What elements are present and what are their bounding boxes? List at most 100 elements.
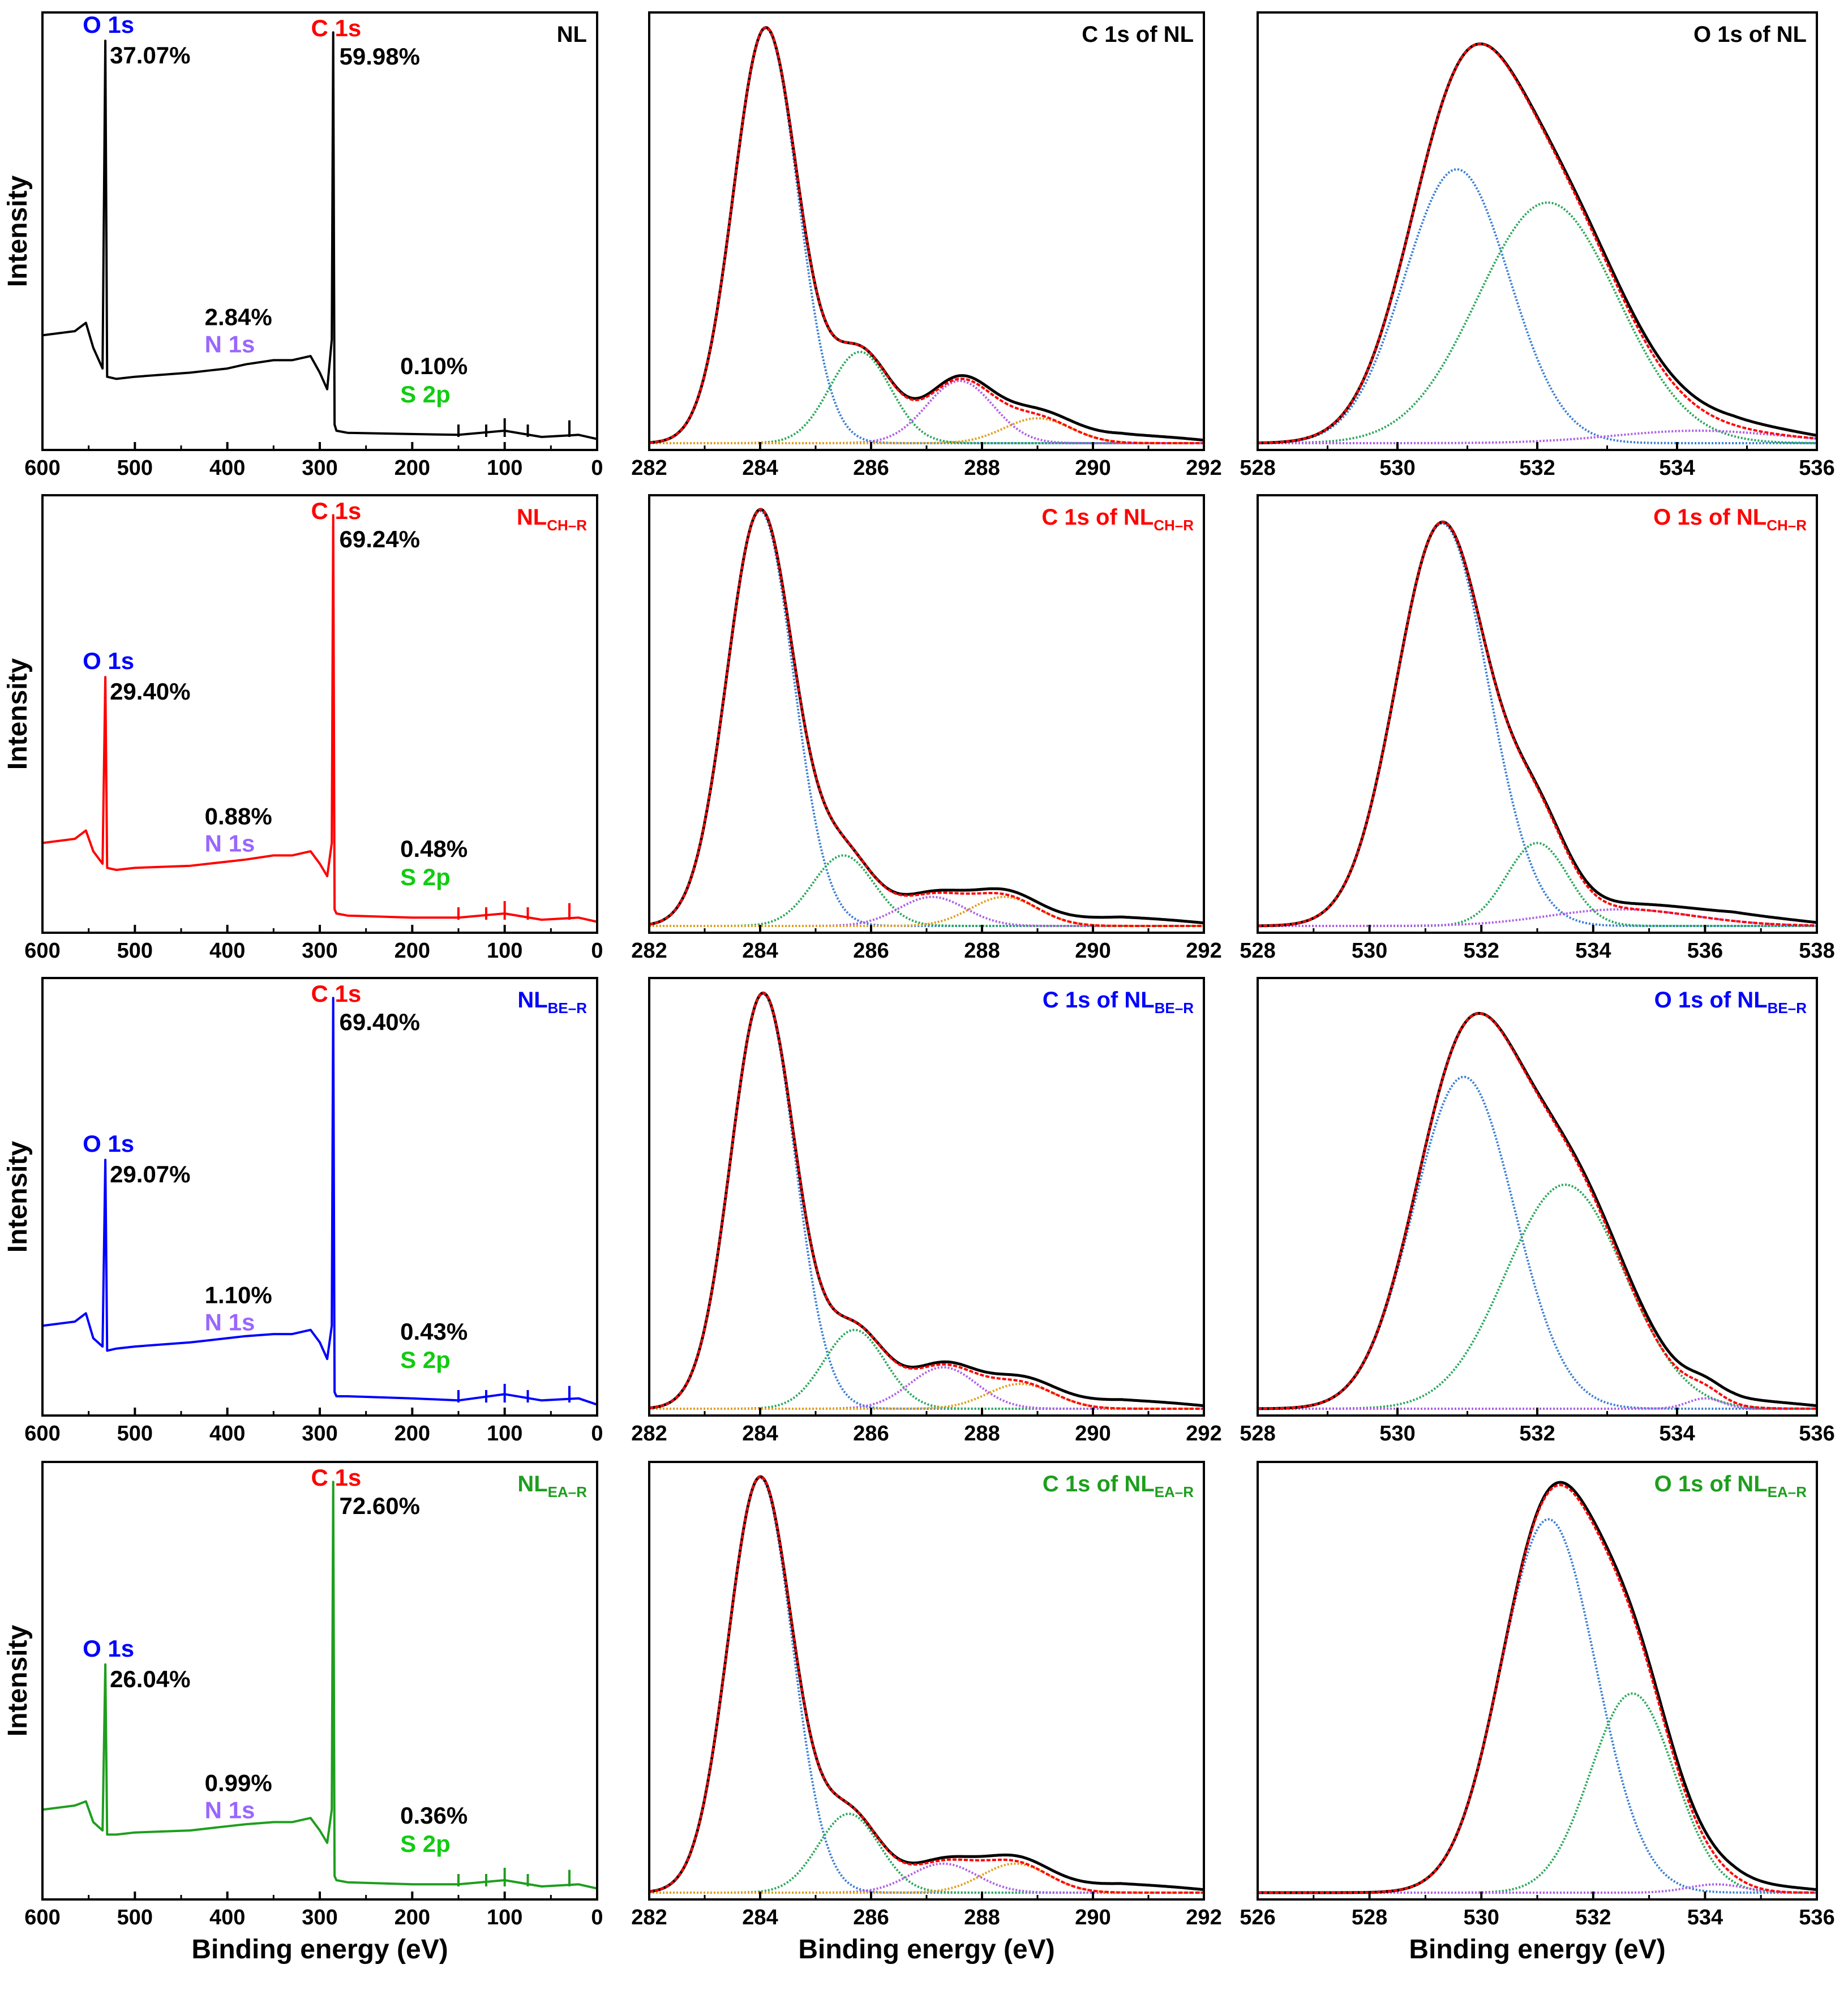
plot-area [42,1481,597,1890]
x-tick-label: 526 [1240,1906,1275,1929]
panel-title-main: C 1s of NL [1043,988,1155,1013]
peak-value: 0.99% [205,1770,272,1796]
y-axis-label: Intensity [3,658,33,770]
x-tick-label: 0 [591,1906,603,1929]
peak-label: N 1s [205,331,255,357]
panel-c1s-ch: C 1s of NLCH–R 282 284 286 288 290 292 [631,494,1222,963]
x-tick-label: 600 [24,1422,60,1446]
x-tick-label: 400 [209,1422,245,1446]
survey-line [42,31,597,440]
plot-area [1258,1481,1817,1894]
x-axis-label: Binding energy (eV) [798,1935,1054,1965]
x-tick-label: 200 [395,1906,430,1929]
x-tick-label: 528 [1240,939,1275,963]
panel-title-main: O 1s of NL [1654,988,1768,1013]
plot-area [42,997,597,1406]
x-tick-label: 528 [1240,456,1275,480]
panel-title: C 1s of NLBE–R [1043,988,1194,1017]
peak-label: O 1s [83,11,134,38]
x-tick-label: 200 [395,939,430,963]
x-tick-label: 536 [1799,1422,1834,1446]
x-tick-label: 500 [117,1906,153,1929]
x-tick-label: 0 [591,939,603,963]
panel-c1s-be: C 1s of NLBE–R 282 284 286 288 290 292 [631,977,1222,1446]
peak-label: N 1s [205,1309,255,1335]
panel-title-subscript: BE–R [548,1000,588,1017]
x-tick-label: 100 [487,1422,522,1446]
panel-title-subscript: BE–R [1768,1000,1807,1017]
component-O3 [1258,430,1817,444]
x-tick-label: 100 [487,1906,522,1929]
peak-label: C 1s [311,980,362,1007]
fit-envelope [649,992,1204,1410]
x-tick-label: 600 [24,939,60,963]
plot-area [1258,520,1817,928]
plot-area [42,514,597,923]
survey-line [42,514,597,923]
x-tick-label: 292 [1186,456,1221,480]
x-tick-label: 286 [853,456,889,480]
x-tick-label: 284 [742,456,778,480]
peak-label: S 2p [400,1346,451,1373]
panel-title-subscript: CH–R [547,517,587,534]
panel-title-subscript: EA–R [548,1483,588,1500]
panel-title-main: O 1s of NL [1654,1472,1768,1496]
peak-value: 69.40% [340,1009,420,1035]
panel-o1s-be: O 1s of NLBE–R 528 530 532 534 536 [1240,977,1835,1446]
fit-envelope [649,508,1204,927]
panel-title-subscript: CH–R [1766,517,1807,534]
panel-title-main: O 1s of NL [1653,505,1766,530]
x-tick-label: 528 [1352,1906,1387,1929]
x-tick-label: 284 [742,939,778,963]
peak-value: 29.40% [110,678,190,705]
peak-label: S 2p [400,1830,451,1857]
x-tick-label: 538 [1799,939,1834,963]
x-tick-label: 290 [1075,1422,1110,1446]
x-tick-label: 300 [302,939,337,963]
panel-title: O 1s of NLCH–R [1653,505,1807,534]
peak-label: C 1s [311,498,362,524]
x-tick-label: 400 [209,939,245,963]
x-tick-label: 600 [24,1906,60,1929]
panel-title: O 1s of NLEA–R [1654,1472,1807,1500]
plot-area [649,991,1204,1410]
plot-area [649,1475,1204,1894]
x-tick-label: 282 [631,1422,667,1446]
panel-title: NL [557,22,587,47]
fit-envelope [1258,1483,1817,1894]
x-tick-label: 530 [1379,1422,1415,1446]
x-tick-label: 288 [964,939,1000,963]
x-tick-label: 534 [1575,939,1611,963]
panel-title-main: C 1s of NL [1043,1472,1155,1496]
panel-title-main: NL [517,505,547,530]
panel-title-main: C 1s of NL [1041,505,1154,530]
x-tick-label: 290 [1075,939,1110,963]
panel-title: NLCH–R [517,505,587,534]
x-axis-label: Binding energy (eV) [1409,1935,1665,1965]
x-tick-label: 100 [487,456,522,480]
panel-c1s-ea: C 1s of NLEA–R 282 284 286 288 290 292 Binding … [631,1461,1222,1965]
component-O1 [1258,1075,1817,1410]
x-tick-label: 282 [631,939,667,963]
x-tick-label: 200 [395,456,430,480]
x-tick-label: 500 [117,939,153,963]
x-tick-label: 288 [964,1906,1000,1929]
panel-title-main: O 1s of NL [1693,22,1807,47]
peak-label: N 1s [205,1797,255,1824]
x-tick-label: 300 [302,456,337,480]
plot-area [42,31,597,440]
x-tick-label: 530 [1379,456,1415,480]
peak-value: 0.48% [400,835,468,862]
survey-line [42,997,597,1406]
x-tick-label: 534 [1687,1906,1723,1929]
raw-spectrum [649,508,1204,926]
panel-c1s-nl: C 1s of NL 282 284 286 288 290 292 [631,11,1222,480]
x-tick-label: 200 [395,1422,430,1446]
